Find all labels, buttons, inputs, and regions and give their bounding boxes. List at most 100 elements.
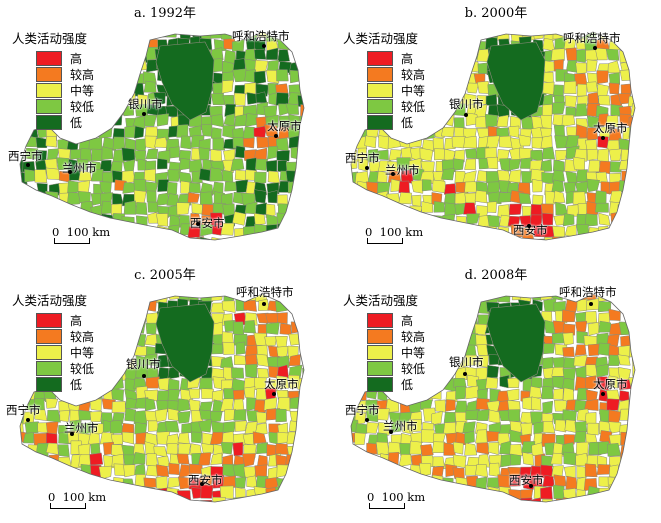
county-medium	[155, 475, 168, 490]
county-high	[253, 125, 267, 139]
city-marker-taiyuan	[601, 136, 605, 140]
county-higher	[562, 323, 576, 336]
county-lower	[181, 422, 193, 433]
county-lower	[594, 190, 607, 204]
county-medium	[45, 136, 57, 148]
city-marker-hohhot	[589, 302, 593, 306]
county-medium	[432, 179, 446, 194]
county-lower	[111, 388, 124, 402]
region-outline	[19, 293, 305, 503]
county-medium	[123, 464, 136, 478]
county-medium	[619, 69, 633, 81]
county-medium	[45, 398, 59, 409]
county-lower	[211, 114, 225, 128]
county-lower	[276, 69, 289, 82]
legend-item-lower: 较低	[343, 360, 425, 376]
county-medium	[520, 422, 533, 437]
county-lower	[135, 202, 148, 215]
county-higher	[599, 430, 613, 444]
county-lower	[198, 418, 212, 433]
county-medium	[212, 497, 226, 502]
county-lower	[191, 431, 203, 444]
scale-bar	[369, 503, 405, 509]
county-medium	[605, 115, 619, 128]
county-low	[486, 364, 500, 378]
legend-swatch-lower	[367, 360, 393, 376]
county-medium	[210, 294, 224, 302]
legend: 人类活动强度 高 较高 中等 较低 低	[343, 290, 425, 392]
county-lower	[597, 342, 611, 356]
county-lower	[24, 147, 39, 160]
county-lower	[533, 421, 544, 435]
county-low	[254, 49, 267, 60]
legend-swatch-lower	[36, 98, 62, 114]
county-high	[89, 452, 104, 466]
county-low	[277, 160, 288, 173]
county-higher	[587, 92, 599, 105]
city-marker-lanzhou	[389, 430, 393, 434]
county-lower	[210, 410, 223, 423]
county-higher	[366, 442, 378, 455]
county-lower	[24, 421, 39, 434]
city-marker-xian	[527, 224, 531, 228]
county-lower	[22, 432, 34, 444]
county-medium	[209, 237, 223, 240]
county-lower	[177, 410, 191, 424]
county-medium	[541, 81, 555, 96]
county-lower	[621, 191, 633, 205]
county-medium	[177, 432, 190, 445]
city-label-xining: 西宁市	[345, 403, 380, 417]
county-medium	[488, 442, 500, 456]
county-lower	[212, 137, 226, 151]
county-medium	[411, 179, 424, 194]
scale-bar	[367, 238, 403, 244]
county-higher	[178, 464, 193, 479]
county-medium	[188, 399, 201, 413]
county-medium	[522, 396, 535, 411]
county-low	[198, 168, 211, 182]
county-higher	[254, 464, 268, 478]
county-medium	[540, 135, 553, 149]
county-higher	[600, 181, 611, 195]
county-medium	[45, 167, 60, 180]
county-medium	[452, 441, 464, 455]
legend-swatch-medium	[367, 82, 393, 98]
county-medium	[121, 431, 135, 445]
county-lower	[563, 451, 577, 466]
county-medium	[607, 375, 619, 389]
county-lower	[510, 453, 522, 466]
map-2005	[19, 293, 305, 503]
county-lower	[574, 421, 588, 435]
county-lower	[232, 321, 245, 336]
county-low	[265, 47, 279, 60]
county-medium	[507, 377, 520, 388]
legend-title: 人类活动强度	[343, 31, 419, 46]
county-lower	[133, 410, 148, 424]
county-medium	[254, 422, 268, 435]
county-lower	[232, 68, 247, 83]
county-lower	[441, 168, 455, 181]
county-medium	[531, 178, 543, 193]
county-medium	[243, 386, 256, 400]
county-medium	[598, 225, 610, 238]
county-medium	[587, 322, 600, 336]
county-medium	[474, 190, 488, 204]
county-lower	[552, 484, 566, 499]
legend-swatch-lower	[36, 360, 62, 376]
city-marker-hohhot	[262, 302, 266, 306]
county-medium	[584, 412, 597, 425]
county-medium	[266, 69, 280, 84]
county-lower	[573, 431, 587, 444]
county-higher	[286, 465, 301, 481]
county-lower	[584, 213, 598, 227]
legend-swatch-high	[36, 312, 62, 328]
city-label-xining: 西宁市	[345, 151, 380, 165]
county-lower	[375, 149, 389, 160]
county-low	[156, 158, 168, 170]
county-medium	[576, 83, 588, 97]
county-high	[176, 490, 192, 502]
county-lower	[209, 167, 224, 182]
legend-item-higher: 较高	[12, 66, 94, 82]
county-lower	[222, 169, 234, 183]
county-lower	[530, 376, 543, 390]
